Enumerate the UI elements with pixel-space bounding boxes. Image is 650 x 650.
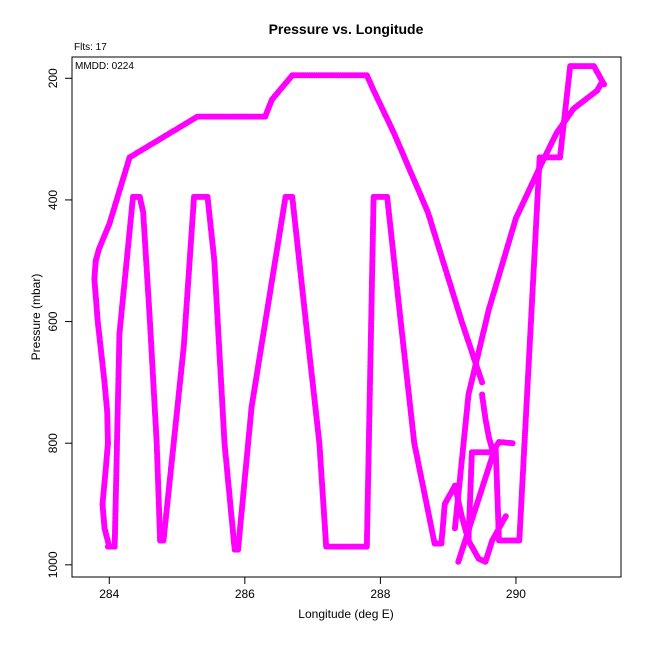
x-tick-label: 284 (99, 587, 119, 601)
data-point (601, 81, 608, 88)
y-axis-label: Pressure (mbar) (29, 274, 43, 361)
data-points (91, 63, 608, 565)
chart-title: Pressure vs. Longitude (269, 21, 424, 37)
x-axis: 284 286 288 290 (99, 577, 526, 601)
y-axis: 200 400 600 800 1000 (46, 68, 72, 578)
date-label-background (73, 58, 143, 72)
y-tick-label: 1000 (46, 551, 60, 578)
y-tick-label: 600 (46, 311, 60, 331)
data-point (502, 513, 509, 520)
y-tick-label: 200 (46, 68, 60, 88)
data-point (509, 440, 516, 447)
data-point (479, 379, 486, 386)
x-tick-label: 288 (370, 587, 390, 601)
x-tick-label: 286 (235, 587, 255, 601)
y-tick-label: 800 (46, 433, 60, 453)
flights-count-label: Flts: 17 (74, 42, 107, 53)
x-axis-label: Longitude (deg E) (298, 607, 393, 621)
y-tick-label: 400 (46, 190, 60, 210)
x-tick-label: 290 (506, 587, 526, 601)
plot-frame (71, 56, 622, 578)
date-label: MMDD: 0224 (75, 61, 134, 72)
